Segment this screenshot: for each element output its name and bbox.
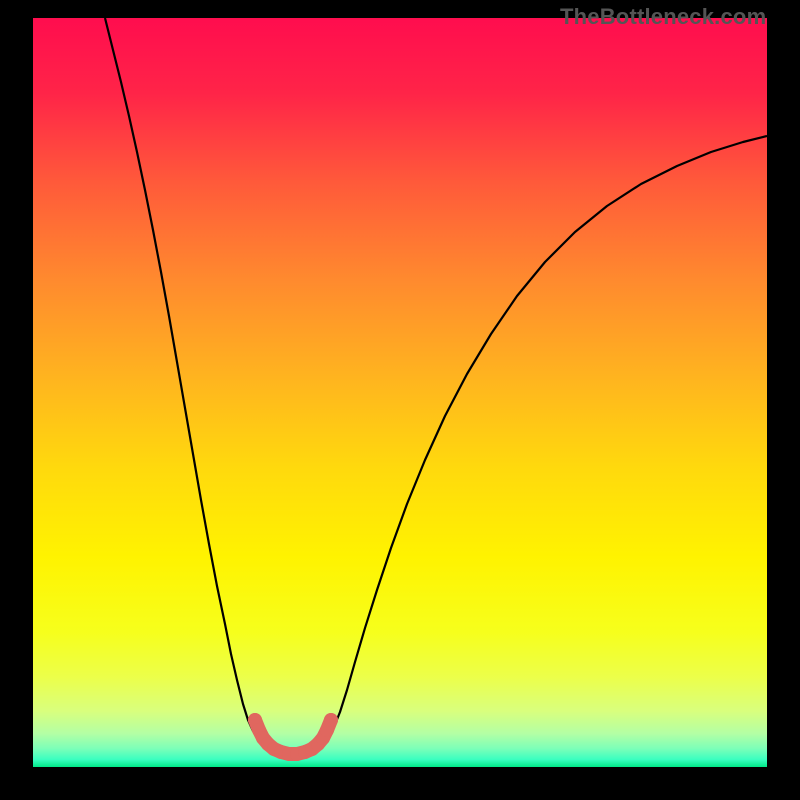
frame-right — [767, 0, 800, 800]
bottleneck-curve — [105, 18, 767, 754]
plot-area — [33, 18, 767, 767]
watermark-text: TheBottleneck.com — [560, 4, 766, 30]
bottom-accent-dot — [324, 713, 338, 727]
bottom-accent-group — [248, 713, 338, 761]
frame-bottom — [0, 767, 800, 800]
frame-left — [0, 0, 33, 800]
curve-layer — [33, 18, 767, 767]
